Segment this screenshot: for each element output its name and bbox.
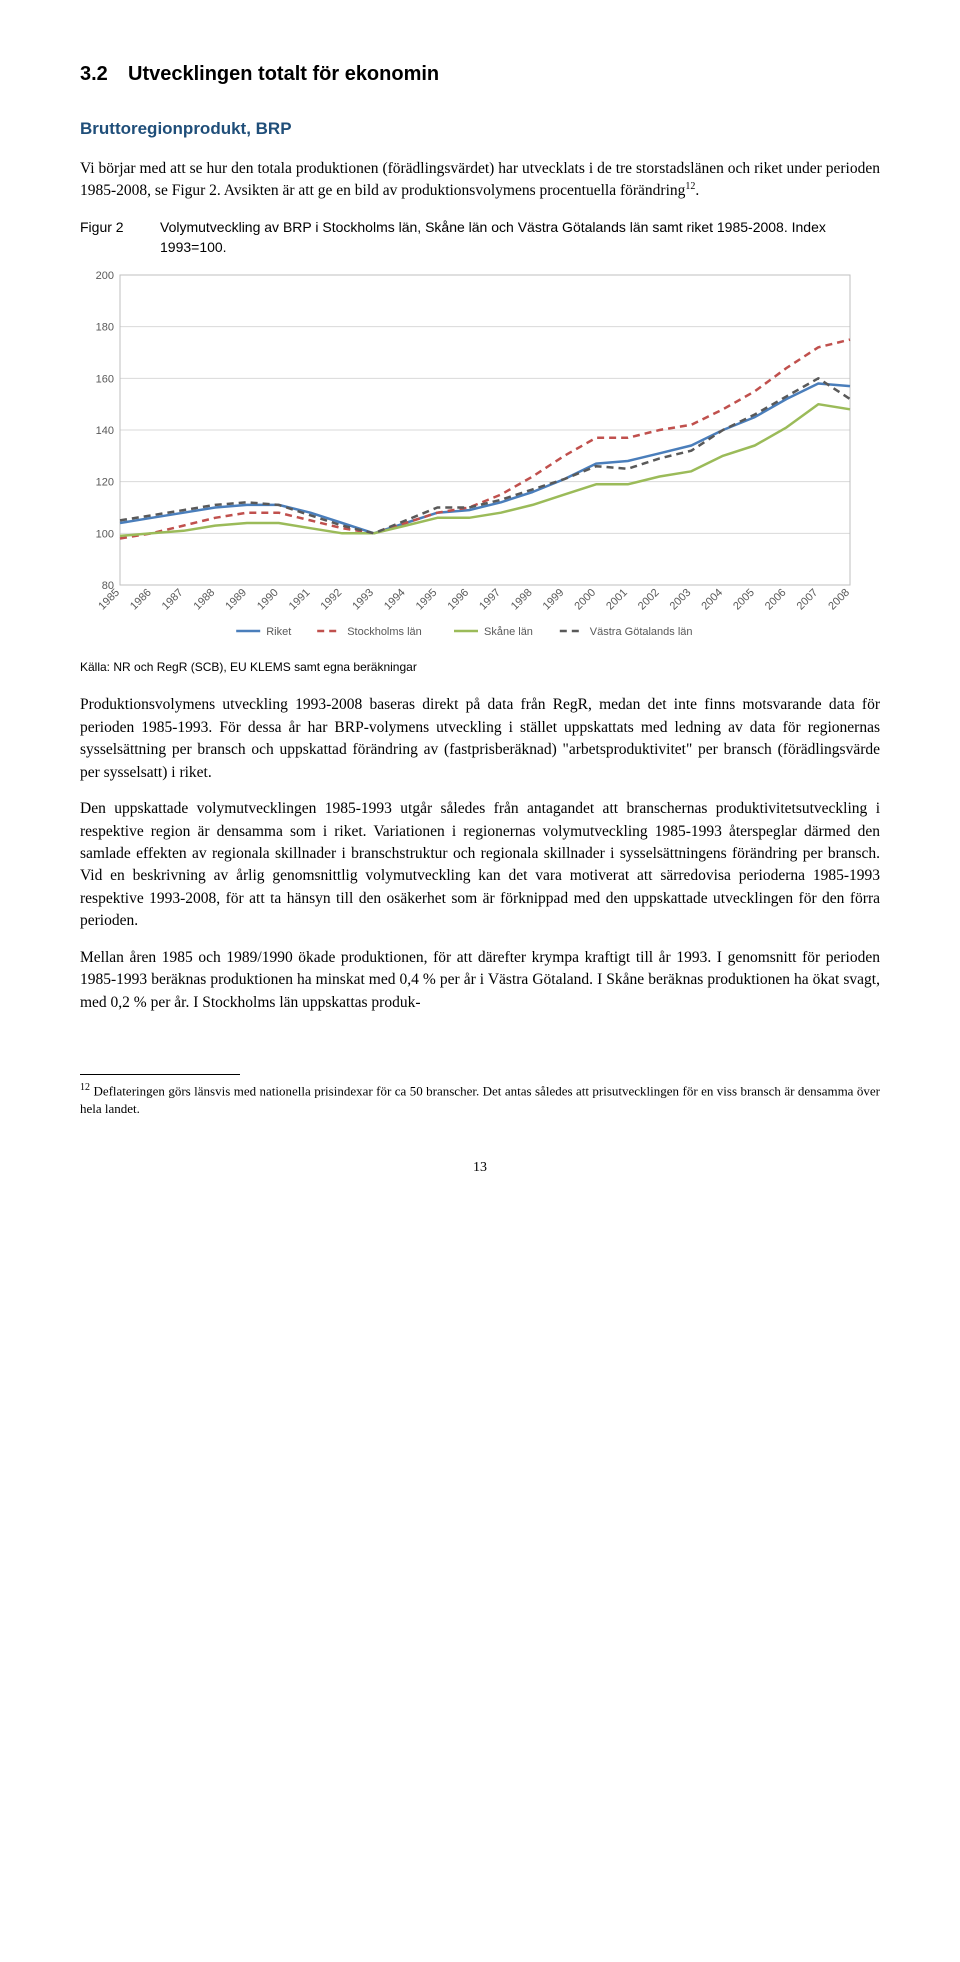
footnote-ref-12: 12 [685,181,695,192]
page-number: 13 [80,1158,880,1178]
figure-caption: Figur 2 Volymutveckling av BRP i Stockho… [80,217,880,258]
footnote-number: 12 [80,1082,90,1093]
svg-text:Stockholms län: Stockholms län [347,626,422,638]
chart-figure-2: 8010012014016018020019851986198719881989… [80,265,880,652]
section-heading: 3.2Utvecklingen totalt för ekonomin [80,60,880,89]
line-chart-svg: 8010012014016018020019851986198719881989… [80,265,860,645]
footnote-12: 12 Deflateringen görs länsvis med nation… [80,1081,880,1117]
body-para-1: Produktionsvolymens utveckling 1993-2008… [80,694,880,784]
intro-text: Vi börjar med att se hur den totala prod… [80,160,880,200]
svg-text:160: 160 [96,374,114,386]
svg-text:140: 140 [96,425,114,437]
svg-text:100: 100 [96,529,114,541]
intro-paragraph: Vi börjar med att se hur den totala prod… [80,158,880,203]
figure-caption-text: Volymutveckling av BRP i Stockholms län,… [160,217,880,258]
section-number: 3.2 [80,60,128,89]
svg-text:Västra Götalands län: Västra Götalands län [590,626,693,638]
footnote-rule [80,1074,240,1075]
intro-after-ref: . [695,182,699,199]
svg-text:Riket: Riket [266,626,291,638]
body-para-2: Den uppskattade volymutvecklingen 1985-1… [80,798,880,933]
svg-text:Skåne län: Skåne län [484,626,533,638]
subheading: Bruttoregionprodukt, BRP [80,117,880,142]
svg-text:200: 200 [96,270,114,282]
figure-label: Figur 2 [80,217,160,258]
svg-text:120: 120 [96,477,114,489]
svg-text:180: 180 [96,322,114,334]
body-para-3: Mellan åren 1985 och 1989/1990 ökade pro… [80,947,880,1014]
source-line: Källa: NR och RegR (SCB), EU KLEMS samt … [80,659,880,676]
footnote-text: Deflateringen görs länsvis med nationell… [80,1084,880,1117]
section-title: Utvecklingen totalt för ekonomin [128,63,439,85]
